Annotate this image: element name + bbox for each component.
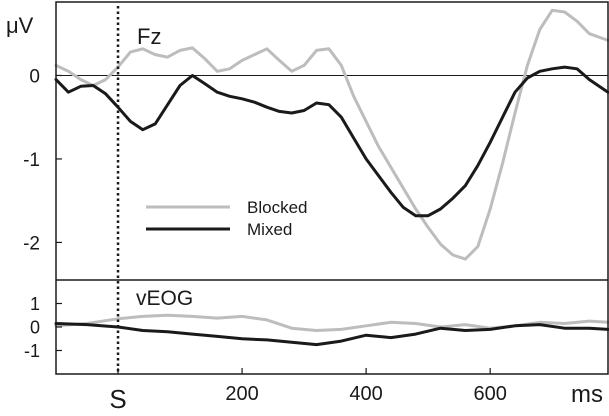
legend-label-blocked: Blocked (247, 198, 307, 217)
legend-label-mixed: Mixed (247, 220, 292, 239)
stimulus-label: S (109, 384, 126, 414)
y-tick-label: 1 (30, 294, 40, 314)
legend: Blocked Mixed (146, 198, 307, 239)
panel-label-fz: Fz (137, 24, 161, 49)
x-tick-label: 600 (473, 383, 506, 405)
y-tick-label: 0 (30, 317, 40, 337)
x-tick-label: 400 (349, 383, 382, 405)
x-tick-label: 200 (225, 383, 258, 405)
y-tick-label: -1 (23, 150, 40, 171)
plot-frame (55, 1, 609, 375)
series-line-mixed-fz (54, 65, 609, 218)
y-unit-label: μV (6, 13, 34, 38)
veog-panel (54, 313, 609, 347)
fz-panel (54, 8, 609, 261)
series-line-blocked-fz (54, 8, 609, 261)
y-tick-label: -1 (24, 341, 40, 361)
y-tick-label: -2 (23, 233, 40, 254)
y-tick-label: 0 (29, 66, 40, 87)
series-line-blocked-veog (54, 313, 609, 332)
axes: 0 -1 -2 Fz μV 1 0 -1 vEOG S 200 400 600 ms (6, 1, 609, 414)
series-line-mixed-veog (54, 322, 609, 347)
x-unit-label: ms (571, 381, 603, 408)
panel-label-veog: vEOG (136, 287, 193, 310)
